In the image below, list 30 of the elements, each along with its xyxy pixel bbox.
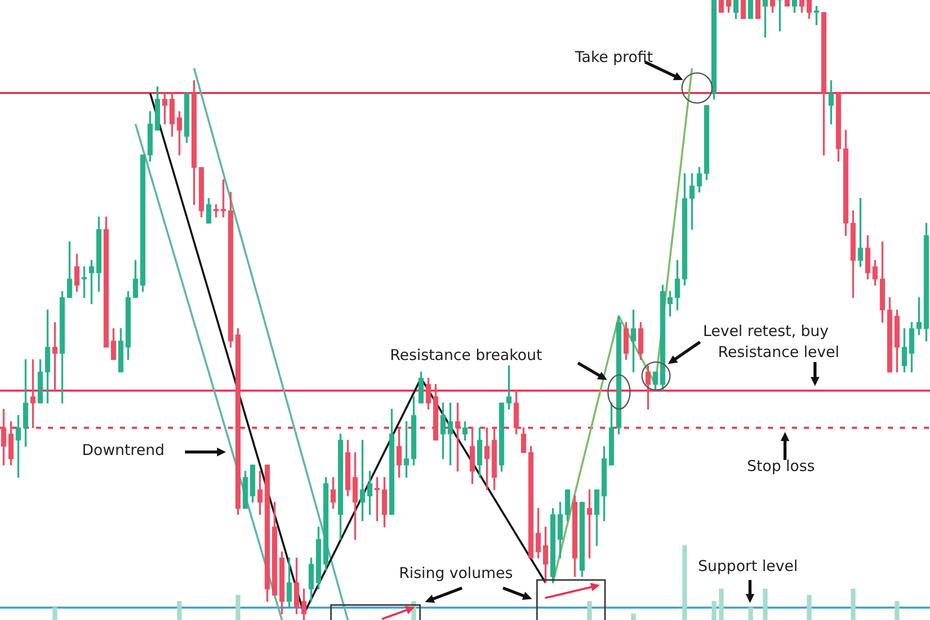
bar [850,588,856,620]
annotation: Rising volumes [399,563,513,583]
candlestick [586,489,592,558]
candlestick [52,322,58,391]
bar [712,601,716,620]
ref-line-label: Resistance level [718,342,840,362]
bar [177,601,182,620]
bar [682,545,688,620]
ref-line-label: Support level [698,556,798,576]
candlestick [777,0,782,32]
candlestick [506,365,512,410]
ref-line-label: Stop loss [747,456,815,476]
bar [631,613,636,620]
bar [587,601,592,620]
candlestick [455,402,460,472]
bar [762,588,768,620]
bar [52,607,58,620]
candlestick [88,260,94,304]
bar [748,607,753,620]
bar [236,594,240,620]
candlestick [404,421,409,478]
candlestick [30,359,36,428]
annotation: Resistance breakout [390,345,542,365]
candlestick [360,440,366,522]
bar [718,588,724,620]
bar [806,594,812,620]
annotation: Take profit [575,47,653,67]
bar [894,601,900,620]
annotation: Level retest, buy [703,321,829,341]
annotation: Downtrend [82,440,164,460]
